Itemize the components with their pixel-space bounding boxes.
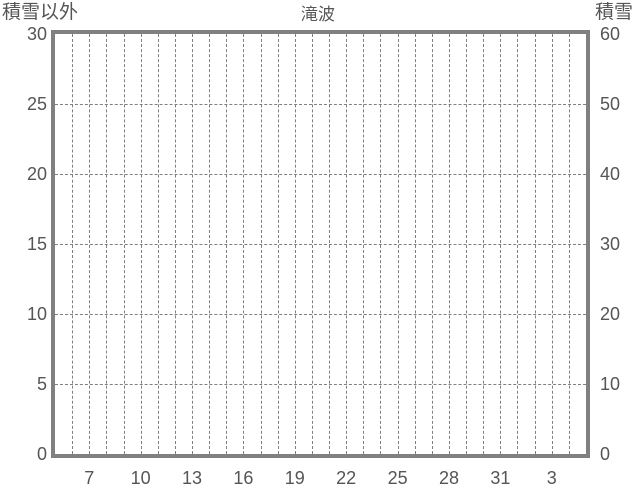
- y-axis-right-tick-label: 10: [600, 374, 621, 394]
- horizontal-gridline: [55, 244, 586, 245]
- x-axis-tick-label: 25: [387, 468, 408, 488]
- y-axis-right-tick-label: 30: [600, 234, 621, 254]
- y-axis-left-tick-label: 10: [26, 304, 47, 324]
- y-axis-left-tick-label: 25: [26, 94, 47, 114]
- chart-title: 滝波: [301, 5, 335, 24]
- plot-grid: [55, 34, 586, 454]
- horizontal-gridline: [55, 314, 586, 315]
- horizontal-gridline: [55, 174, 586, 175]
- y-axis-left-tick-label: 30: [26, 24, 47, 44]
- y-axis-right-tick-label: 50: [600, 94, 621, 114]
- plot-area: [51, 30, 590, 458]
- y-axis-left-tick-label: 5: [36, 374, 47, 394]
- x-axis-tick-label: 31: [490, 468, 511, 488]
- right-axis-title: 積雪: [594, 2, 633, 23]
- x-axis-tick-label: 3: [546, 468, 557, 488]
- left-axis-title: 積雪以外: [2, 2, 79, 23]
- horizontal-gridline: [55, 104, 586, 105]
- y-axis-left-tick-label: 15: [26, 234, 47, 254]
- y-axis-left-tick-label: 0: [36, 444, 47, 464]
- x-axis-tick-label: 13: [182, 468, 203, 488]
- x-axis-tick-label: 19: [284, 468, 305, 488]
- y-axis-right-tick-label: 40: [600, 164, 621, 184]
- y-axis-right-tick-label: 0: [600, 444, 611, 464]
- x-axis-tick-label: 10: [130, 468, 151, 488]
- y-axis-left-tick-label: 20: [26, 164, 47, 184]
- x-axis-tick-label: 7: [84, 468, 95, 488]
- horizontal-gridline: [55, 384, 586, 385]
- x-axis-tick-label: 22: [336, 468, 357, 488]
- x-axis-tick-label: 28: [438, 468, 459, 488]
- x-axis-tick-label: 16: [233, 468, 254, 488]
- y-axis-right-tick-label: 20: [600, 304, 621, 324]
- y-axis-right-tick-label: 60: [600, 24, 621, 44]
